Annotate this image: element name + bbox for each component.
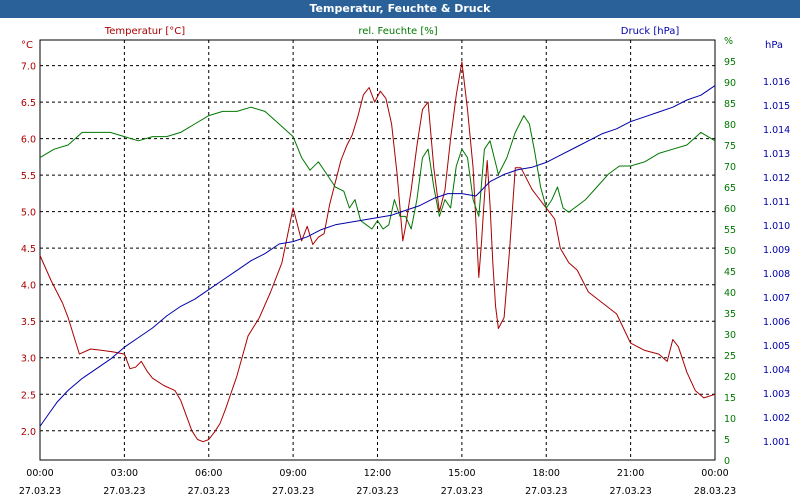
- x-tick-date: 27.03.23: [525, 486, 567, 497]
- x-tick-date: 28.03.23: [694, 486, 736, 497]
- pressure-tick-label: 1.009: [763, 245, 790, 256]
- humidity-tick-label: 30: [724, 330, 736, 341]
- temp-tick-label: 2.5: [21, 390, 36, 401]
- pressure-tick-label: 1.004: [763, 365, 790, 376]
- humidity-tick-label: 60: [724, 204, 736, 215]
- pressure-tick-label: 1.013: [763, 149, 790, 160]
- x-tick-time: 15:00: [448, 468, 475, 479]
- pressure-tick-label: 1.003: [763, 389, 790, 400]
- pressure-tick-label: 1.014: [763, 125, 790, 136]
- pressure-tick-label: 1.015: [763, 101, 790, 112]
- x-tick-date: 27.03.23: [441, 486, 483, 497]
- grid: [40, 40, 715, 460]
- humidity-tick-label: 45: [724, 267, 736, 278]
- x-tick-time: 09:00: [279, 468, 306, 479]
- x-tick-time: 00:00: [701, 468, 728, 479]
- humidity-tick-label: 25: [724, 351, 736, 362]
- humidity-tick-label: 20: [724, 372, 736, 383]
- pressure-tick-label: 1.002: [763, 413, 790, 424]
- tick-labels: 00:00 27.03.23 03:00 27.03.23 06:00 27.03.23 0…: [19, 36, 790, 497]
- temp-tick-label: 5.0: [21, 208, 36, 219]
- temp-tick-label: 4.5: [21, 244, 36, 255]
- humidity-tick-label: 65: [724, 183, 736, 194]
- temp-tick-label: 7.0: [21, 62, 36, 73]
- pressure-tick-label: 1.001: [763, 437, 790, 448]
- humidity-tick-label: 40: [724, 288, 736, 299]
- x-tick-time: 12:00: [364, 468, 391, 479]
- x-tick-time: 00:00: [26, 468, 53, 479]
- pressure-tick-label: 1.010: [763, 221, 790, 232]
- temp-tick-label: 6.0: [21, 135, 36, 146]
- x-tick-date: 27.03.23: [19, 486, 61, 497]
- x-tick-time: 21:00: [617, 468, 644, 479]
- temp-tick-label: 5.5: [21, 171, 36, 182]
- humidity-tick-label: 70: [724, 162, 736, 173]
- x-tick-time: 03:00: [111, 468, 138, 479]
- x-tick-time: 18:00: [533, 468, 560, 479]
- humidity-tick-label: 5: [724, 435, 730, 446]
- pressure-tick-label: 1.007: [763, 293, 790, 304]
- pressure-tick-label: 1.005: [763, 341, 790, 352]
- temperature-series-line: [39, 61, 716, 443]
- humidity-tick-label: 80: [724, 120, 736, 131]
- x-tick-date: 27.03.23: [188, 486, 230, 497]
- x-tick-time: 06:00: [195, 468, 222, 479]
- x-tick-date: 27.03.23: [272, 486, 314, 497]
- humidity-tick-label: 90: [724, 78, 736, 89]
- left-axis-unit: °C: [21, 40, 33, 51]
- pressure-tick-label: 1.011: [763, 197, 790, 208]
- x-tick-date: 27.03.23: [609, 486, 651, 497]
- pressure-tick-label: 1.008: [763, 269, 790, 280]
- temp-tick-label: 3.5: [21, 317, 36, 328]
- legend-pressure: Druck [hPa]: [621, 26, 680, 37]
- humidity-tick-label: %: [724, 36, 733, 47]
- right-axis-unit: hPa: [765, 40, 783, 51]
- pressure-series-line: [39, 85, 716, 427]
- temp-tick-label: 6.5: [21, 98, 36, 109]
- x-tick-date: 27.03.23: [356, 486, 398, 497]
- legend-humidity: rel. Feuchte [%]: [358, 26, 437, 37]
- humidity-tick-label: 35: [724, 309, 736, 320]
- humidity-tick-label: 50: [724, 246, 736, 257]
- humidity-series-line: [39, 106, 716, 230]
- humidity-tick-label: 75: [724, 141, 736, 152]
- humidity-tick-label: 0: [724, 456, 730, 467]
- series-lines: [39, 61, 716, 443]
- chart-title-bar: Temperatur, Feuchte & Druck: [0, 0, 800, 18]
- humidity-tick-label: 85: [724, 99, 736, 110]
- humidity-tick-label: 15: [724, 393, 736, 404]
- pressure-tick-label: 1.006: [763, 317, 790, 328]
- temp-tick-label: 2.0: [21, 427, 36, 438]
- legend-temperature: Temperatur [°C]: [104, 26, 185, 37]
- pressure-tick-label: 1.012: [763, 173, 790, 184]
- humidity-tick-label: 95: [724, 57, 736, 68]
- x-tick-date: 27.03.23: [103, 486, 145, 497]
- temp-tick-label: 4.0: [21, 281, 36, 292]
- humidity-tick-label: 55: [724, 225, 736, 236]
- chart-title: Temperatur, Feuchte & Druck: [309, 2, 491, 15]
- temp-tick-label: 3.0: [21, 354, 36, 365]
- pressure-tick-label: 1.016: [763, 77, 790, 88]
- humidity-tick-label: 10: [724, 414, 736, 425]
